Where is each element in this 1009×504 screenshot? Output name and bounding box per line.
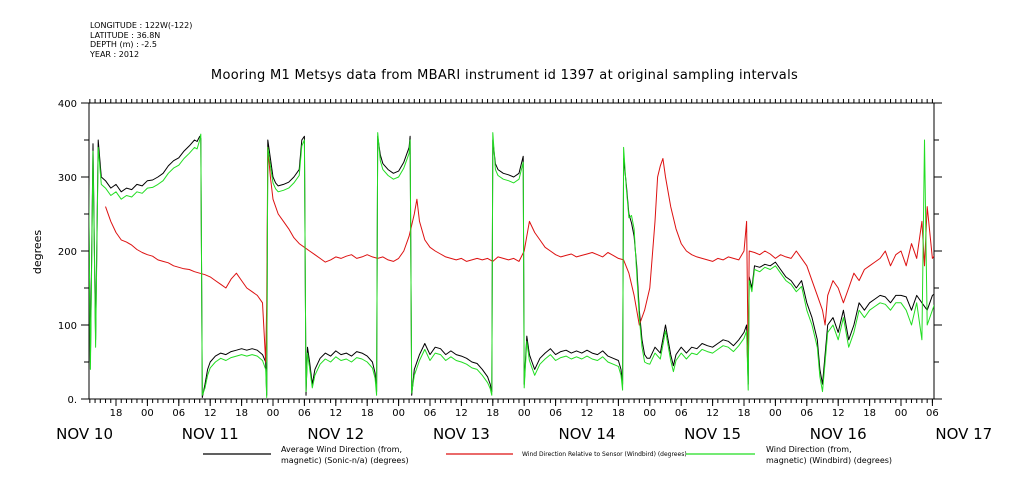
x-hour-label: 00 xyxy=(267,408,280,419)
x-hour-label: 06 xyxy=(549,408,562,419)
x-day-label: NOV 11 xyxy=(182,425,239,443)
latitude-text: LATITUDE : 36.8N xyxy=(90,30,161,40)
legend-label-3: magnetic) (Windbird) (degrees) xyxy=(766,456,892,465)
x-hour-label: 12 xyxy=(706,408,719,419)
x-hour-label: 00 xyxy=(518,408,531,419)
y-tick-label: 100 xyxy=(58,321,77,332)
legend-label-1: Average Wind Direction (from, xyxy=(281,445,402,454)
x-day-label: NOV 15 xyxy=(684,425,741,443)
x-hour-label: 12 xyxy=(329,408,342,419)
depth-text: DEPTH (m) : -2.5 xyxy=(90,40,157,49)
x-hour-label: 18 xyxy=(863,408,876,419)
x-hour-label: 06 xyxy=(675,408,688,419)
y-axis-label: degrees xyxy=(31,230,44,275)
x-hour-label: 06 xyxy=(424,408,437,419)
x-hour-label: 06 xyxy=(298,408,311,419)
series-layer xyxy=(89,132,934,398)
x-hour-label: 00 xyxy=(392,408,405,419)
x-day-label: NOV 13 xyxy=(433,425,490,443)
x-hour-label: 06 xyxy=(172,408,185,419)
series-line-1 xyxy=(89,135,934,398)
x-hour-label: 00 xyxy=(769,408,782,419)
x-day-label: NOV 14 xyxy=(559,425,616,443)
legend-label-1: magnetic) (Sonic-n/a) (degrees) xyxy=(281,456,409,465)
x-hour-label: 06 xyxy=(926,408,939,419)
y-tick-label: 300 xyxy=(58,173,77,184)
x-hour-label: 18 xyxy=(361,408,374,419)
x-hour-label: 12 xyxy=(581,408,594,419)
series-line-2 xyxy=(105,146,934,363)
x-hour-label: 18 xyxy=(235,408,248,419)
longitude-text: LONGITUDE : 122W(-122) xyxy=(90,21,193,30)
y-tick-label: 0. xyxy=(67,395,77,406)
x-day-label: NOV 16 xyxy=(810,425,867,443)
x-hour-label: 18 xyxy=(486,408,499,419)
year-text: YEAR : 2012 xyxy=(90,49,140,59)
metadata-block: LONGITUDE : 122W(-122) LATITUDE : 36.8N … xyxy=(90,21,192,59)
x-hour-label: 18 xyxy=(612,408,625,419)
x-hour-label: 12 xyxy=(204,408,217,419)
x-hour-label: 18 xyxy=(738,408,751,419)
x-day-label: NOV 17 xyxy=(935,425,992,443)
legend-label-3: Wind Direction (from, xyxy=(766,445,852,454)
legend-label-2: Wind Direction Relative to Sensor (Windb… xyxy=(522,451,687,458)
legend: Average Wind Direction (from, magnetic) (… xyxy=(203,445,892,465)
y-tick-label: 400 xyxy=(58,99,77,110)
x-hour-label: 00 xyxy=(141,408,154,419)
x-hour-label: 06 xyxy=(800,408,813,419)
y-tick-label: 200 xyxy=(58,247,77,258)
plot-frame xyxy=(88,102,935,400)
x-hour-label: 00 xyxy=(643,408,656,419)
axes: 0. 100 200 300 400 18 00 06 12 18 00 06 12 18 00 06 12 18… xyxy=(56,99,992,443)
x-hour-label: 12 xyxy=(455,408,468,419)
x-hour-label: 12 xyxy=(832,408,845,419)
x-hour-label: 00 xyxy=(895,408,908,419)
chart-title: Mooring M1 Metsys data from MBARI instru… xyxy=(210,68,799,83)
x-day-label: NOV 12 xyxy=(307,425,364,443)
x-hour-label: 18 xyxy=(110,408,123,419)
series-line-3 xyxy=(89,132,934,398)
x-day-label: NOV 10 xyxy=(56,425,113,443)
